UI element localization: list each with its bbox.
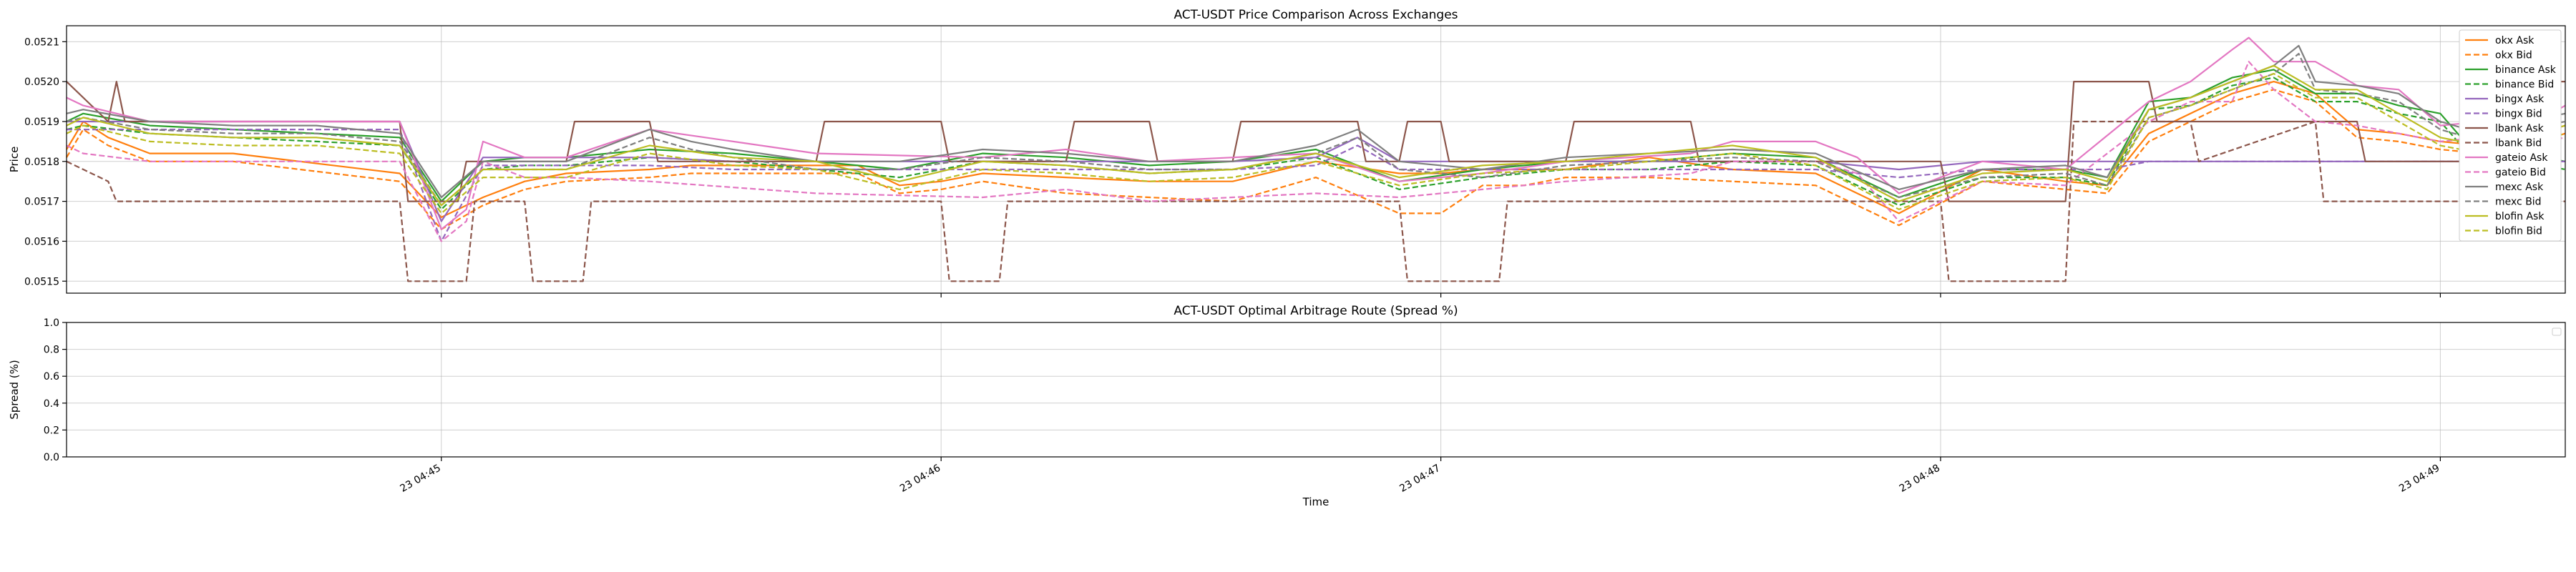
y-tick-label: 0.0518 xyxy=(24,157,59,168)
legend-label: blofin Ask xyxy=(2495,211,2545,222)
legend-label: bingx Bid xyxy=(2495,109,2542,120)
legend-label: mexc Ask xyxy=(2495,182,2544,193)
chart-title: ACT-USDT Price Comparison Across Exchang… xyxy=(1174,8,1458,22)
y-tick-label: 0.0520 xyxy=(24,77,59,88)
x-tick-label: 23 04:45 xyxy=(399,463,443,495)
y-tick-label: 0.2 xyxy=(44,425,59,436)
legend: okx Ask okx Bid binance Ask binance Bid bing… xyxy=(2459,29,2562,242)
legend-label: lbank Bid xyxy=(2495,138,2542,149)
x-tick-label: 23 04:48 xyxy=(1898,463,1942,495)
series-line-blofin-bid xyxy=(66,72,2566,214)
x-tick-label: 23 04:49 xyxy=(2397,463,2441,495)
legend-label: okx Bid xyxy=(2495,50,2532,61)
plot-frame xyxy=(66,25,2566,294)
series-line-mexc-ask xyxy=(66,44,2566,199)
y-tick-label: 0.0521 xyxy=(24,36,59,48)
y-tick-label: 1.0 xyxy=(44,317,59,329)
y-tick-label: 0.0 xyxy=(44,452,59,463)
legend-label: okx Ask xyxy=(2495,35,2534,46)
series-line-okx-ask xyxy=(66,80,2566,218)
x-tick-label: 23 04:46 xyxy=(898,463,942,495)
legend-label: bingx Ask xyxy=(2495,94,2545,105)
legend-label: mexc Bid xyxy=(2495,197,2542,208)
chart-title: ACT-USDT Optimal Arbitrage Route (Spread… xyxy=(1174,304,1458,318)
y-tick-label: 0.0519 xyxy=(24,117,59,128)
legend-label: lbank Ask xyxy=(2495,123,2545,134)
legend-label: blofin Bid xyxy=(2495,226,2542,237)
y-tick-label: 0.0515 xyxy=(24,276,59,287)
y-tick-label: 0.0516 xyxy=(24,236,59,247)
legend-box-empty xyxy=(2552,327,2562,336)
legend-box xyxy=(2459,29,2562,242)
series-line-okx-bid xyxy=(66,89,2566,230)
x-tick-label: 23 04:47 xyxy=(1397,463,1442,495)
legend-label: binance Bid xyxy=(2495,79,2554,91)
y-tick-label: 0.4 xyxy=(44,398,59,410)
y-axis-label: Price xyxy=(8,147,21,173)
y-tick-label: 0.8 xyxy=(44,345,59,356)
series-line-blofin-ask xyxy=(66,64,2566,207)
series-line-lbank-ask xyxy=(66,80,2565,202)
plot-frame xyxy=(66,322,2566,458)
legend-label: gateio Bid xyxy=(2495,167,2546,179)
y-tick-label: 0.6 xyxy=(44,371,59,383)
legend-label: binance Ask xyxy=(2495,64,2557,76)
price-comparison-panel: 0.0515 0.0516 0.0517 0.0518 0.0519 0.0520 0.05… xyxy=(8,8,2566,297)
spread-panel: 0.0 0.2 0.4 0.6 0.8 1.0 23 04:45 23 04:46 23 04:… xyxy=(8,304,2566,508)
series-line-lbank-bid xyxy=(66,120,2565,282)
x-axis-label: Time xyxy=(1302,495,1330,508)
legend-label: gateio Ask xyxy=(2495,152,2548,164)
y-tick-label: 0.0517 xyxy=(24,197,59,208)
series-line-gateio-bid xyxy=(66,61,2566,242)
y-axis-label: Spread (%) xyxy=(8,360,21,420)
